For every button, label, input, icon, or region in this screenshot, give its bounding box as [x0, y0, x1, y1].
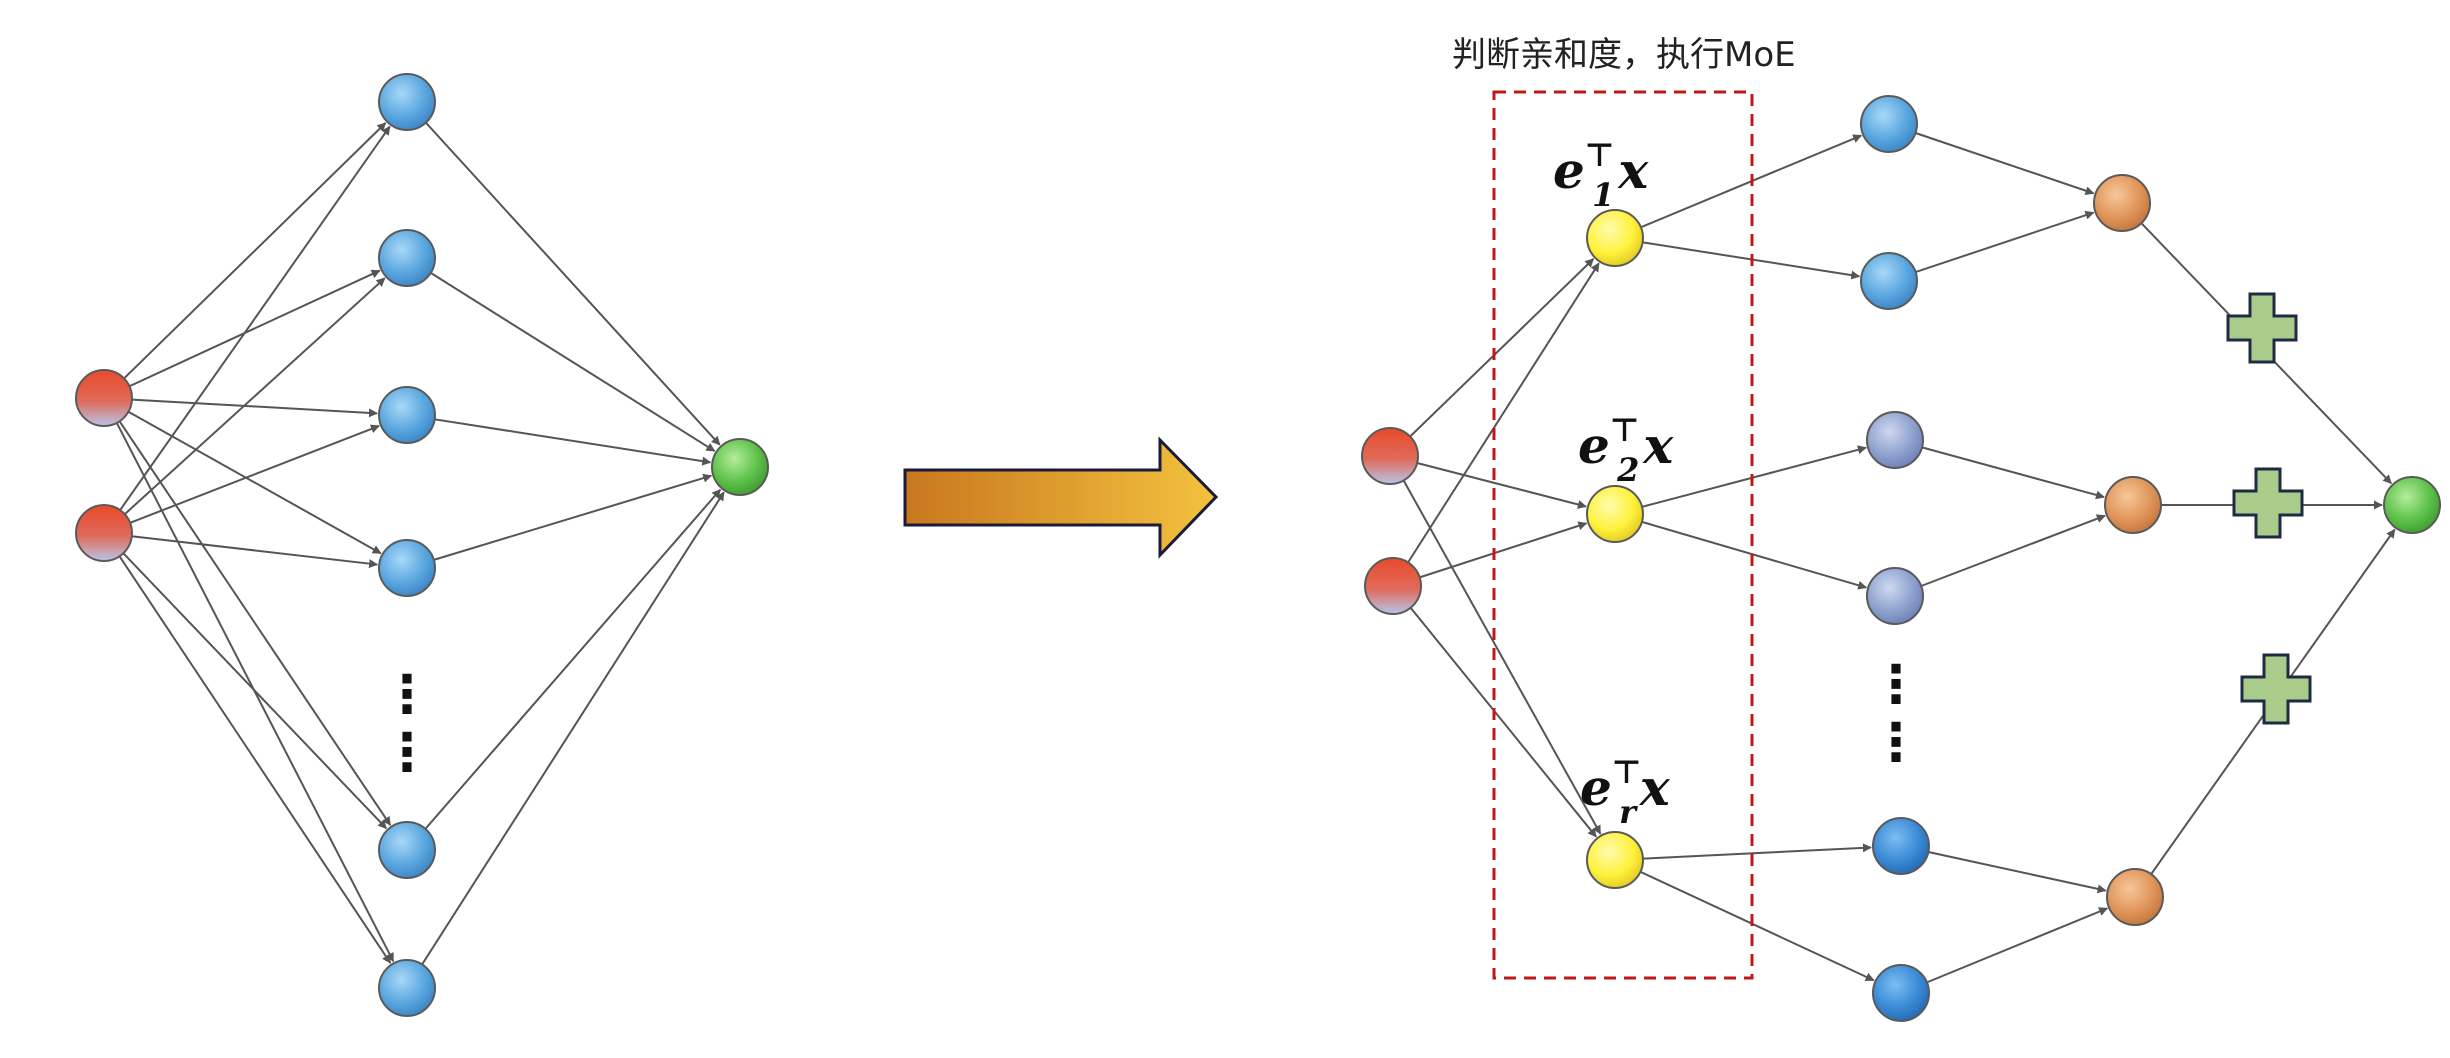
node-L_h1 — [378, 73, 436, 131]
edge-G2-to-E22 — [1641, 520, 1868, 590]
edge-L_h4-to-L_out — [433, 473, 713, 561]
edge-Gr-to-E31 — [1642, 843, 1872, 860]
edge-L_h5-to-L_out — [424, 488, 722, 830]
gate-label-2: e⊤ 2x — [1578, 411, 1674, 489]
gate-label-2-var: x — [1642, 416, 1674, 475]
plus-sign-3 — [2240, 653, 2312, 725]
plus-sign-1 — [2226, 292, 2298, 364]
edge-L_in2-to-L_h1 — [119, 125, 391, 511]
edge-L_in1-to-L_h5 — [118, 420, 392, 826]
gate-label-1-var: x — [1617, 141, 1649, 200]
edge-E12-to-C1 — [1915, 210, 2095, 274]
gate-label-2-sup: ⊤ — [1610, 411, 1639, 449]
gate-label-r: e⊤ rx — [1580, 753, 1671, 831]
node-L_in1 — [75, 369, 133, 427]
edge-E32-to-C3 — [1926, 907, 2109, 984]
transform-arrow — [903, 436, 1219, 559]
edge-L_in2-to-L_h3 — [129, 424, 380, 524]
edge-R_in2-to-G2 — [1419, 521, 1588, 579]
edge-L_in1-to-L_h2 — [128, 269, 381, 388]
edge-G2-to-E21 — [1641, 445, 1867, 508]
edge-L_h1-to-L_out — [425, 122, 721, 446]
node-R_out — [2383, 476, 2441, 534]
node-E12 — [1860, 252, 1918, 310]
edge-R_in1-to-G1 — [1409, 258, 1595, 438]
ellipsis-left-1: ⋮ — [381, 665, 433, 725]
ellipsis-right-1: ⋮ — [1870, 655, 1922, 715]
node-L_h5 — [378, 821, 436, 879]
edge-L_h6-to-L_out — [421, 491, 725, 965]
nodes-layer — [75, 73, 2441, 1022]
gate-label-1-sub: 1 — [1592, 176, 1614, 214]
edge-L_h3-to-L_out — [434, 418, 712, 466]
node-L_out — [711, 438, 769, 496]
node-G1 — [1586, 209, 1644, 267]
edge-E11-to-C1 — [1915, 132, 2095, 196]
node-L_in2 — [75, 504, 133, 562]
gate-label-2-base: e — [1578, 416, 1610, 475]
edge-L_h2-to-L_out — [430, 272, 716, 452]
gate-label-1: e⊤ 1x — [1553, 136, 1649, 214]
gate-label-1-sup: ⊤ — [1585, 136, 1614, 174]
plus-signs-layer — [2226, 292, 2312, 725]
node-R_in2 — [1364, 557, 1422, 615]
node-L_h2 — [378, 229, 436, 287]
gate-label-r-var: x — [1639, 758, 1671, 817]
node-G2 — [1586, 485, 1644, 543]
node-E31 — [1872, 817, 1930, 875]
node-C1 — [2093, 174, 2151, 232]
edge-L_in2-to-L_h2 — [124, 277, 386, 515]
edge-R_in2-to-G1 — [1407, 262, 1600, 563]
gate-label-r-base: e — [1580, 758, 1612, 817]
edges-layer — [115, 122, 2396, 984]
node-L_h4 — [378, 539, 436, 597]
node-C3 — [2106, 868, 2164, 926]
gate-label-r-sup: ⊤ — [1612, 753, 1641, 791]
node-C2 — [2104, 476, 2162, 534]
edge-Gr-to-E32 — [1639, 870, 1875, 982]
edge-L_in2-to-L_h4 — [131, 535, 379, 569]
node-L_h6 — [378, 959, 436, 1017]
plus-sign-2 — [2232, 467, 2304, 539]
node-E32 — [1872, 964, 1930, 1022]
edge-R_in1-to-Gr — [1402, 479, 1602, 835]
gating-dashed-box — [1492, 90, 1754, 980]
edge-L_in1-to-L_h3 — [131, 398, 378, 418]
edge-R_in2-to-Gr — [1409, 607, 1597, 838]
ellipsis-left-2: ⋮ — [381, 723, 433, 783]
node-E22 — [1866, 567, 1924, 625]
edge-E22-to-C2 — [1920, 514, 2106, 587]
node-E11 — [1860, 95, 1918, 153]
edge-E31-to-C3 — [1928, 850, 2107, 894]
edge-L_in2-to-L_h6 — [118, 555, 392, 964]
node-R_in1 — [1361, 427, 1419, 485]
edge-R_in1-to-G2 — [1416, 462, 1587, 509]
gate-label-r-sub: r — [1619, 793, 1638, 831]
edge-E21-to-C2 — [1921, 446, 2105, 500]
edge-L_in1-to-L_h1 — [123, 122, 387, 380]
gate-label-1-base: e — [1553, 141, 1585, 200]
annotation-text: 判断亲和度，执行MoE — [1452, 35, 1796, 75]
gate-label-2-sub: 2 — [1616, 451, 1639, 489]
node-E21 — [1866, 411, 1924, 469]
node-Gr — [1586, 831, 1644, 889]
edge-L_in2-to-L_h5 — [122, 552, 387, 830]
node-L_h3 — [378, 386, 436, 444]
edge-L_in1-to-L_h4 — [127, 410, 382, 555]
ellipsis-right-2: ⋮ — [1870, 713, 1922, 773]
